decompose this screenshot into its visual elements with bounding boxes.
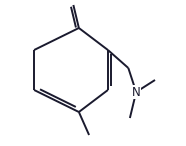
Text: N: N bbox=[132, 86, 141, 99]
